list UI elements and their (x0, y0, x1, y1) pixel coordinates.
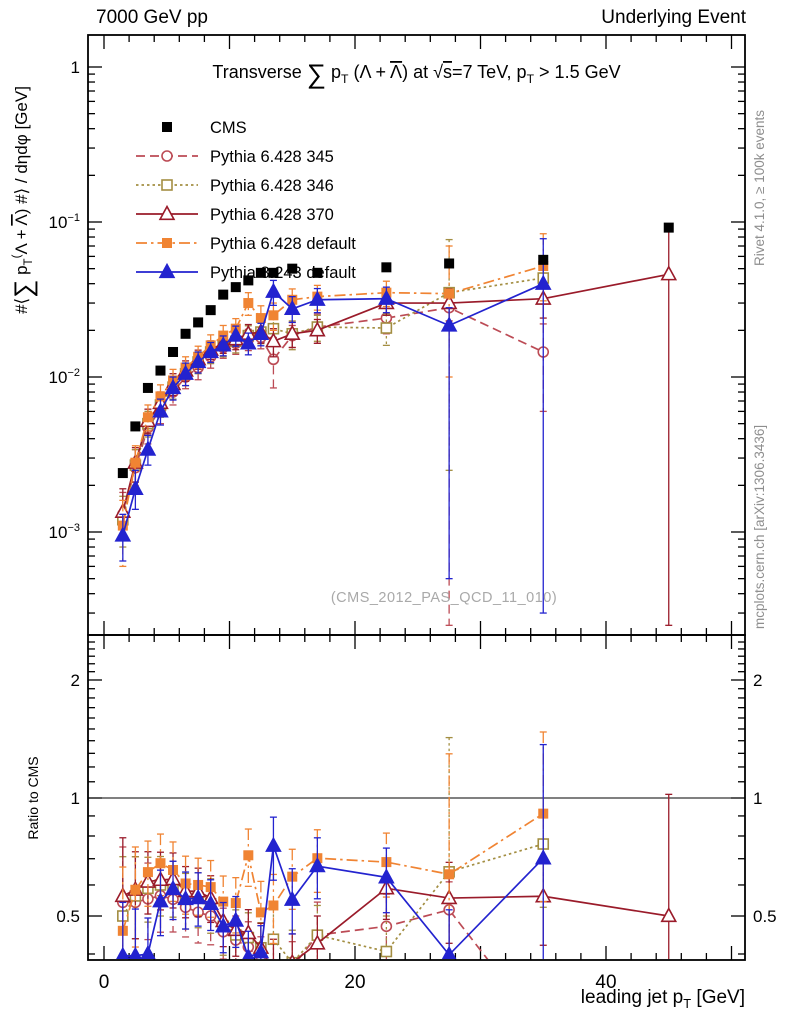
y-axis-label: #⟨∑ pT(Λ + Λ) #⟩ / dηdφ [GeV] (10, 86, 38, 314)
svg-text:40: 40 (595, 972, 616, 993)
legend-item-pythia6-346: Pythia 6.428 346 (136, 177, 334, 195)
legend: CMS Pythia 6.428 345 Pythia 6.428 346 Pythi… (136, 119, 356, 282)
legend-label: Pythia 6.428 345 (210, 148, 334, 166)
legend-label: Pythia 8.243 default (210, 264, 356, 282)
legend-label: Pythia 6.428 346 (210, 177, 334, 195)
svg-text:0.5: 0.5 (753, 907, 777, 926)
beam-energy-label: 7000 GeV pp (96, 7, 208, 28)
series-pythia6-370-main (114, 225, 678, 626)
analysis-group-label: Underlying Event (601, 7, 746, 28)
svg-text:2: 2 (753, 671, 762, 690)
plot-title: Transverse ∑ pT (Λ + Λ) at √s=7 TeV, pT … (212, 59, 620, 89)
svg-text:1: 1 (71, 58, 80, 77)
legend-item-pythia8-default: Pythia 8.243 default (136, 262, 356, 282)
axes: 110−110−210−30.5 0.51 12 20 20 40 (49, 34, 777, 993)
legend-label: Pythia 6.428 default (210, 235, 356, 253)
series-cms-main (117, 222, 674, 479)
svg-text:10−3: 10−3 (49, 522, 80, 542)
legend-item-pythia6-345: Pythia 6.428 345 (136, 148, 334, 166)
svg-text:10−2: 10−2 (49, 367, 80, 387)
legend-item-cms: CMS (162, 119, 247, 137)
rivet-version-note: Rivet 4.1.0, ≥ 100k events (752, 110, 767, 266)
ratio-axis-label: Ratio to CMS (25, 756, 41, 839)
legend-item-pythia6-default: Pythia 6.428 default (136, 235, 356, 253)
legend-label: CMS (210, 119, 247, 137)
series-pythia8-default-ratio (116, 743, 552, 959)
svg-text:0: 0 (99, 972, 110, 993)
series-pythia8-default-main (114, 238, 552, 614)
series-pythia6-345-main (117, 295, 550, 626)
svg-text:0.5: 0.5 (56, 907, 80, 926)
svg-text:20: 20 (344, 972, 365, 993)
series-pythia6-default-main (117, 233, 549, 568)
svg-text:1: 1 (753, 789, 762, 808)
legend-label: Pythia 6.428 370 (210, 206, 334, 224)
svg-text:10−1: 10−1 (49, 212, 80, 232)
svg-text:2: 2 (71, 671, 80, 690)
mcplots-arxiv-note: mcplots.cern.ch [arXiv:1306.3436] (752, 424, 767, 629)
svg-text:1: 1 (71, 789, 80, 808)
series-pythia6-default-ratio (117, 731, 549, 959)
legend-item-pythia6-370: Pythia 6.428 370 (136, 204, 334, 224)
analysis-id-watermark: (CMS_2012_PAS_QCD_11_010) (330, 590, 558, 606)
x-axis-label: leading jet pT [GeV] (581, 987, 745, 1011)
series-pythia6-346-main (117, 238, 550, 548)
